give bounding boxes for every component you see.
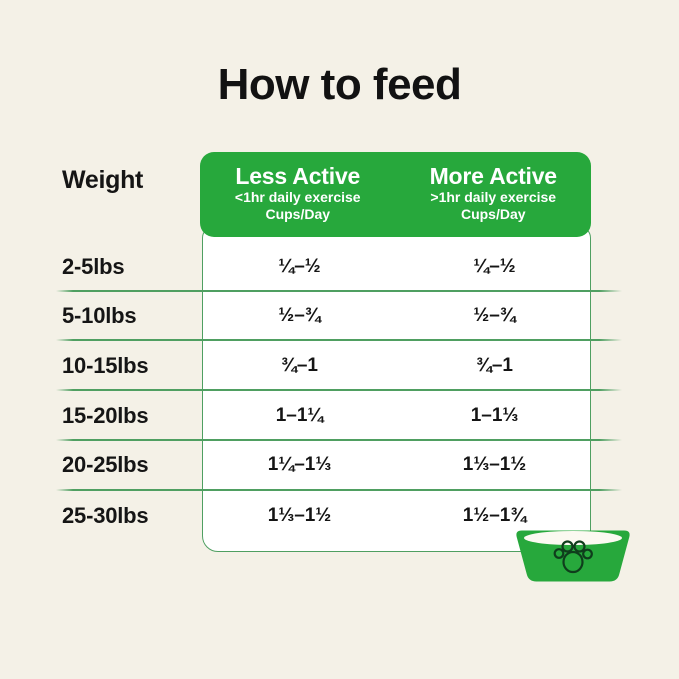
weight-cell: 5-10lbs bbox=[62, 303, 137, 328]
table-row: 5-10lbs ½–¾ ½–¾ bbox=[0, 301, 679, 331]
less-active-cell: 1¼–1⅓ bbox=[267, 454, 332, 475]
table-row: 25-30lbs 1⅓–1½ 1½–1¾ bbox=[0, 501, 679, 531]
less-active-cell: 1⅓–1½ bbox=[267, 505, 332, 526]
less-active-unit: Cups/Day bbox=[265, 206, 331, 222]
row-divider bbox=[56, 389, 622, 391]
less-active-cell: 1–1¼ bbox=[275, 405, 324, 426]
more-active-cell: ½–¾ bbox=[473, 305, 516, 326]
table-row: 20-25lbs 1¼–1⅓ 1⅓–1½ bbox=[0, 450, 679, 480]
more-active-cell: 1⅓–1½ bbox=[462, 454, 527, 475]
less-active-label: Less Active bbox=[235, 163, 361, 189]
more-active-cell: 1½–1¾ bbox=[462, 505, 527, 526]
row-divider bbox=[56, 489, 622, 491]
less-active-cell: ¼–½ bbox=[278, 256, 321, 277]
more-active-cell: ¼–½ bbox=[473, 256, 516, 277]
weight-cell: 10-15lbs bbox=[62, 353, 149, 378]
weight-column-header: Weight bbox=[62, 166, 144, 194]
more-active-cell: 1–1⅓ bbox=[470, 405, 519, 426]
table-column-headers: Less Active <1hr daily exercise Cups/Day… bbox=[200, 152, 591, 237]
less-active-cell: ½–¾ bbox=[278, 305, 321, 326]
weight-cell: 20-25lbs bbox=[62, 452, 149, 477]
dog-bowl-paw-icon bbox=[516, 530, 630, 582]
less-active-cell: ¾–1 bbox=[281, 355, 318, 376]
column-header-less-active: Less Active <1hr daily exercise Cups/Day bbox=[200, 152, 396, 237]
column-header-more-active: More Active >1hr daily exercise Cups/Day bbox=[396, 152, 592, 237]
weight-cell: 2-5lbs bbox=[62, 254, 125, 279]
more-active-cell: ¾–1 bbox=[476, 355, 513, 376]
page-title: How to feed bbox=[217, 60, 462, 109]
weight-cell: 25-30lbs bbox=[62, 503, 149, 528]
more-active-label: More Active bbox=[429, 163, 558, 189]
less-active-subtitle: <1hr daily exercise bbox=[234, 189, 361, 205]
row-divider bbox=[56, 290, 622, 292]
row-divider bbox=[56, 439, 622, 441]
table-row: 2-5lbs ¼–½ ¼–½ bbox=[0, 252, 679, 282]
table-row: 10-15lbs ¾–1 ¾–1 bbox=[0, 351, 679, 381]
row-divider bbox=[56, 339, 622, 341]
more-active-subtitle: >1hr daily exercise bbox=[430, 189, 557, 205]
weight-cell: 15-20lbs bbox=[62, 403, 149, 428]
table-row: 15-20lbs 1–1¼ 1–1⅓ bbox=[0, 401, 679, 431]
more-active-unit: Cups/Day bbox=[460, 206, 526, 222]
